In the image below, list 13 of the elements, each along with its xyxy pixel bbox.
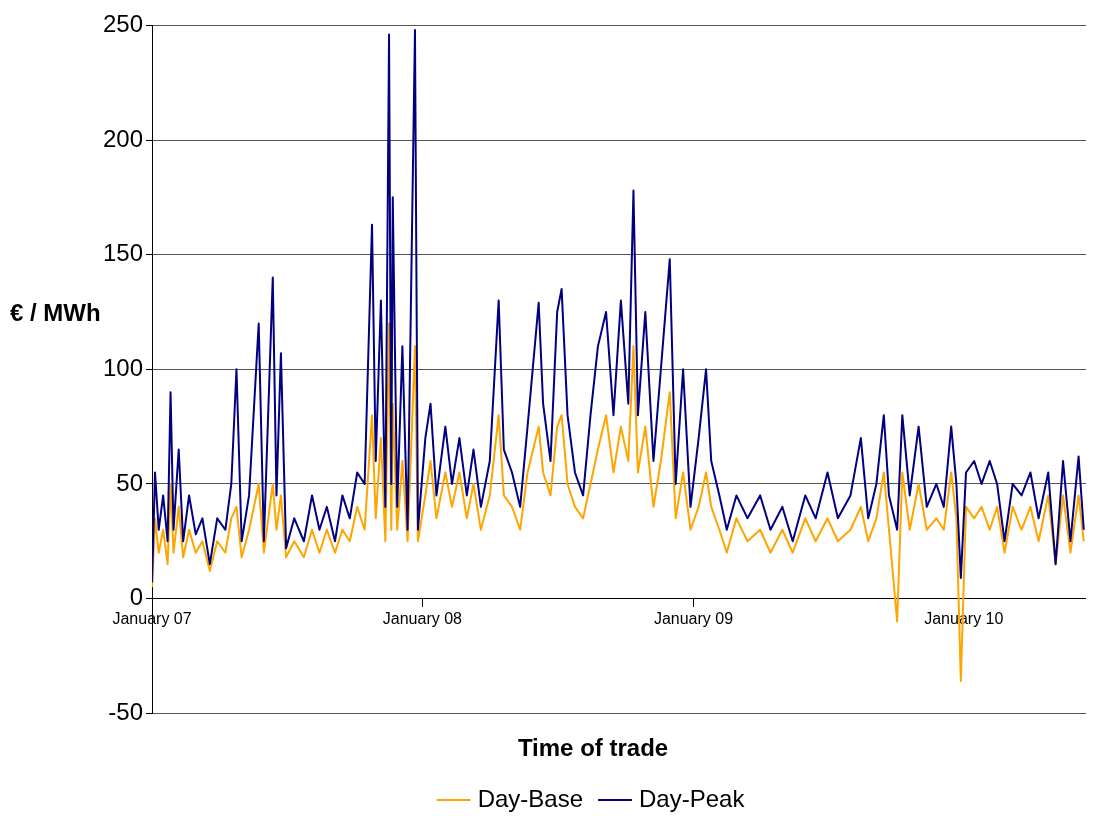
y-tick-label: -50 — [108, 697, 144, 725]
y-tick-label: 0 — [129, 583, 144, 611]
y-tick-label: 50 — [116, 468, 144, 496]
x-axis-title: Time of trade — [517, 734, 669, 762]
y-tick-label: 150 — [103, 239, 144, 267]
legend-label: Day-Base — [477, 784, 583, 812]
x-tick-label: January 08 — [382, 609, 463, 627]
y-tick-label: 250 — [103, 10, 144, 38]
x-tick-label: January 09 — [653, 609, 734, 627]
y-tick-label: 100 — [103, 353, 144, 381]
legend-label: Day-Peak — [639, 784, 746, 812]
y-axis-title: € / MWh — [10, 298, 101, 326]
y-tick-label: 200 — [103, 124, 144, 152]
